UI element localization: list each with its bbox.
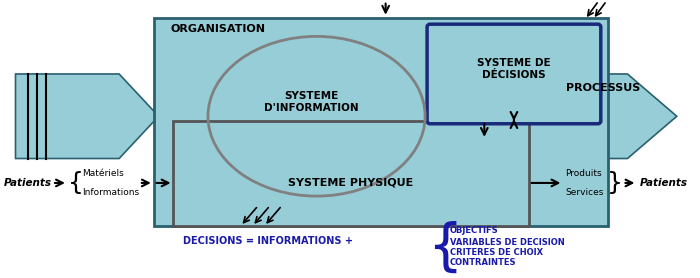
Bar bbox=[154, 18, 608, 226]
Bar bbox=[174, 121, 528, 226]
Text: Services: Services bbox=[566, 188, 603, 197]
Text: {: { bbox=[427, 221, 463, 275]
Text: SYSTEME
D'INFORMATION: SYSTEME D'INFORMATION bbox=[265, 91, 359, 113]
FancyArrow shape bbox=[524, 74, 677, 158]
Text: {: { bbox=[68, 171, 84, 195]
Text: Patients: Patients bbox=[4, 178, 52, 188]
Text: Informations: Informations bbox=[82, 188, 139, 197]
Text: VARIABLES DE DECISION: VARIABLES DE DECISION bbox=[450, 238, 564, 247]
Text: SYSTEME PHYSIQUE: SYSTEME PHYSIQUE bbox=[288, 178, 414, 188]
Text: CRITERES DE CHOIX: CRITERES DE CHOIX bbox=[450, 248, 543, 257]
Text: Matériels: Matériels bbox=[82, 169, 123, 178]
Text: Produits: Produits bbox=[566, 169, 602, 178]
Text: }: } bbox=[607, 171, 623, 195]
FancyBboxPatch shape bbox=[427, 24, 601, 124]
FancyArrow shape bbox=[15, 74, 159, 158]
Text: ORGANISATION: ORGANISATION bbox=[171, 24, 265, 34]
Text: PROCESSUS: PROCESSUS bbox=[566, 83, 640, 93]
Text: CONTRAINTES: CONTRAINTES bbox=[450, 258, 517, 267]
Text: SYSTEME DE
DÉCISIONS: SYSTEME DE DÉCISIONS bbox=[477, 58, 551, 80]
Text: OBJECTIFS: OBJECTIFS bbox=[450, 226, 498, 235]
Text: DECISIONS = INFORMATIONS +: DECISIONS = INFORMATIONS + bbox=[183, 236, 354, 246]
Text: Patients: Patients bbox=[640, 178, 688, 188]
